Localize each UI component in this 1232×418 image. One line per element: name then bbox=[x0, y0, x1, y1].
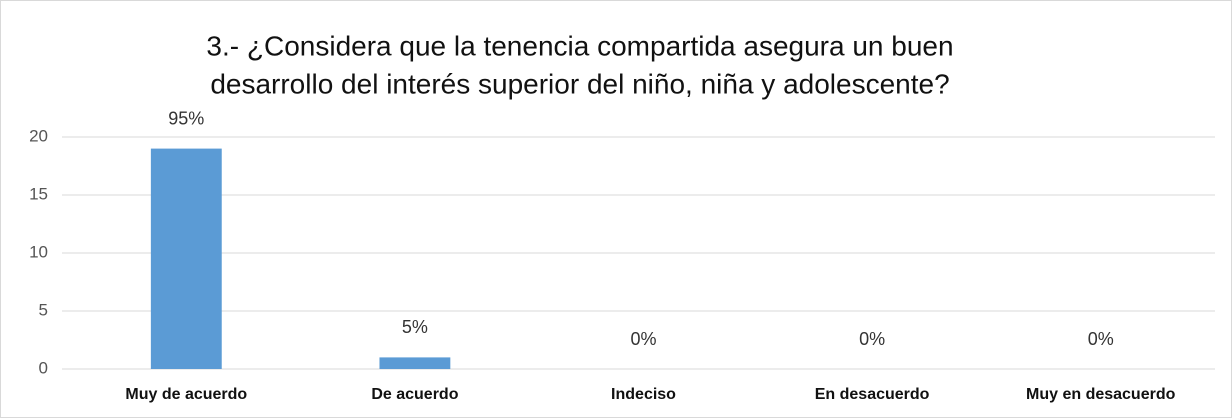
chart-title: 3.- ¿Considera que la tenencia compartid… bbox=[206, 30, 953, 61]
bar bbox=[379, 357, 451, 369]
value-label: 95% bbox=[168, 108, 204, 128]
value-label: 5% bbox=[402, 317, 428, 337]
x-tick-label: Muy de acuerdo bbox=[125, 386, 247, 403]
y-tick-label: 20 bbox=[29, 126, 48, 145]
bar bbox=[150, 148, 222, 369]
x-tick-label: De acuerdo bbox=[371, 386, 458, 403]
value-label: 0% bbox=[630, 329, 656, 349]
value-label: 0% bbox=[1088, 329, 1114, 349]
y-tick-label: 5 bbox=[39, 300, 48, 319]
x-tick-label: Indeciso bbox=[611, 386, 676, 403]
value-label: 0% bbox=[859, 329, 885, 349]
y-tick-label: 15 bbox=[29, 184, 48, 203]
y-tick-label: 10 bbox=[29, 242, 48, 261]
chart-title: desarrollo del interés superior del niño… bbox=[210, 68, 949, 99]
x-tick-label: En desacuerdo bbox=[815, 386, 930, 403]
y-tick-label: 0 bbox=[39, 358, 48, 377]
x-tick-label: Muy en desacuerdo bbox=[1026, 386, 1176, 403]
